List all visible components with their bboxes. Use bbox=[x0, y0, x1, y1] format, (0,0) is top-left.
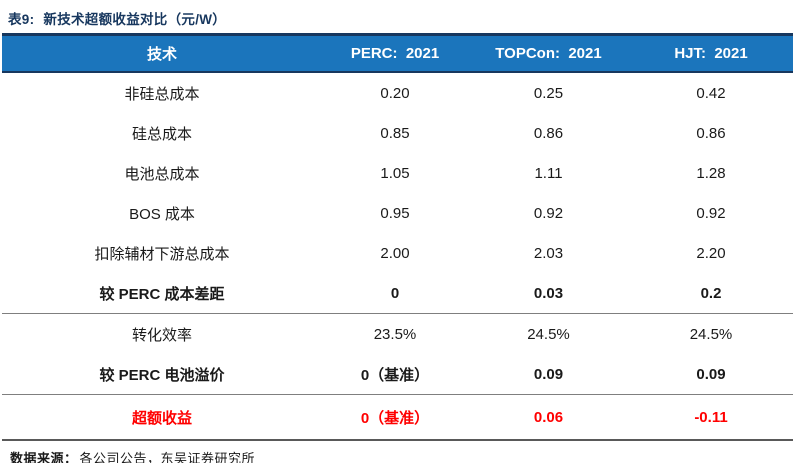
row-label: 较 PERC 成本差距 bbox=[99, 285, 225, 303]
data-source-text: 各公司公告，东吴证券研究所 bbox=[79, 451, 256, 463]
cell-hjt: 0.2 bbox=[700, 284, 722, 302]
row-label: BOS 成本 bbox=[129, 205, 195, 223]
table-number-label: 表9: bbox=[8, 12, 35, 27]
cell-hjt: 24.5% bbox=[629, 313, 793, 354]
cell-topcon: 24.5% bbox=[468, 313, 629, 354]
row-label: 非硅总成本 bbox=[124, 85, 200, 103]
cell-topcon: 0.86 bbox=[533, 124, 564, 142]
table-header-row: 技术 PERC: 2021 TOPCon: 2021 HJT: 2021 bbox=[2, 33, 793, 73]
row-label: 电池总成本 bbox=[124, 165, 200, 183]
cell-topcon: 0.09 bbox=[533, 365, 564, 383]
cell-perc: 0.95 bbox=[380, 204, 410, 222]
cell-perc: 2.00 bbox=[380, 244, 410, 262]
cell-perc: 23.5% bbox=[322, 313, 468, 354]
table-row-cell-total-cost: 电池总成本 1.05 1.11 1.28 bbox=[2, 153, 793, 193]
data-source-label: 数据来源： bbox=[10, 451, 78, 463]
table-row-cost-gap-vs-perc: 较 PERC 成本差距 0 0.03 0.2 bbox=[2, 273, 793, 314]
cell-hjt: 0.09 bbox=[696, 365, 726, 383]
table-title-text: 新技术超额收益对比（元/W） bbox=[43, 12, 227, 27]
row-label: 硅总成本 bbox=[131, 125, 192, 143]
table-row-silicon-total-cost: 硅总成本 0.85 0.86 0.86 bbox=[2, 113, 793, 153]
table-row-downstream-total-cost: 扣除辅材下游总成本 2.00 2.03 2.20 bbox=[2, 233, 793, 273]
row-label: 较 PERC 电池溢价 bbox=[99, 366, 225, 384]
cell-perc: 0（基准） bbox=[360, 366, 430, 384]
cell-hjt: 1.28 bbox=[696, 164, 726, 182]
column-header-perc-2021: PERC: 2021 bbox=[322, 33, 468, 73]
column-header-topcon-2021: TOPCon: 2021 bbox=[468, 33, 629, 73]
cost-comparison-table: 技术 PERC: 2021 TOPCon: 2021 HJT: 2021 非硅总… bbox=[2, 33, 793, 441]
row-label: 超额收益 bbox=[2, 394, 322, 440]
table-row-excess-return: 超额收益 0（基准） 0.06 -0.11 bbox=[2, 394, 793, 440]
cell-topcon: 0.92 bbox=[533, 204, 564, 222]
cell-topcon: 1.11 bbox=[534, 164, 563, 182]
column-header-hjt-2021: HJT: 2021 bbox=[629, 33, 793, 73]
cell-topcon: 0.03 bbox=[533, 284, 564, 302]
table-title: 表9: 新技术超额收益对比（元/W） bbox=[0, 0, 800, 33]
cell-perc: 0.85 bbox=[380, 124, 410, 142]
row-label: 扣除辅材下游总成本 bbox=[94, 245, 230, 263]
data-source-note: 数据来源： 各公司公告，东吴证券研究所 bbox=[10, 448, 800, 463]
cell-hjt: 0.92 bbox=[696, 204, 726, 222]
cell-hjt: -0.11 bbox=[629, 394, 793, 440]
cell-perc: 0.20 bbox=[380, 84, 410, 102]
cell-perc: 0（基准） bbox=[322, 394, 468, 440]
cell-topcon: 0.06 bbox=[468, 394, 629, 440]
cell-perc: 1.05 bbox=[380, 164, 410, 182]
cell-hjt: 0.42 bbox=[696, 84, 726, 102]
cell-perc: 0 bbox=[390, 284, 400, 302]
row-label: 转化效率 bbox=[2, 313, 322, 354]
cell-topcon: 2.03 bbox=[533, 244, 564, 262]
table-row-cell-premium-vs-perc: 较 PERC 电池溢价 0（基准） 0.09 0.09 bbox=[2, 354, 793, 395]
cell-topcon: 0.25 bbox=[533, 84, 564, 102]
table-row-nonsilicon-total-cost: 非硅总成本 0.20 0.25 0.42 bbox=[2, 72, 793, 113]
table-row-conversion-efficiency: 转化效率 23.5% 24.5% 24.5% bbox=[2, 313, 793, 354]
column-header-technology: 技术 bbox=[2, 33, 322, 73]
table-row-bos-cost: BOS 成本 0.95 0.92 0.92 bbox=[2, 193, 793, 233]
cell-hjt: 2.20 bbox=[696, 244, 726, 262]
cell-hjt: 0.86 bbox=[696, 124, 726, 142]
